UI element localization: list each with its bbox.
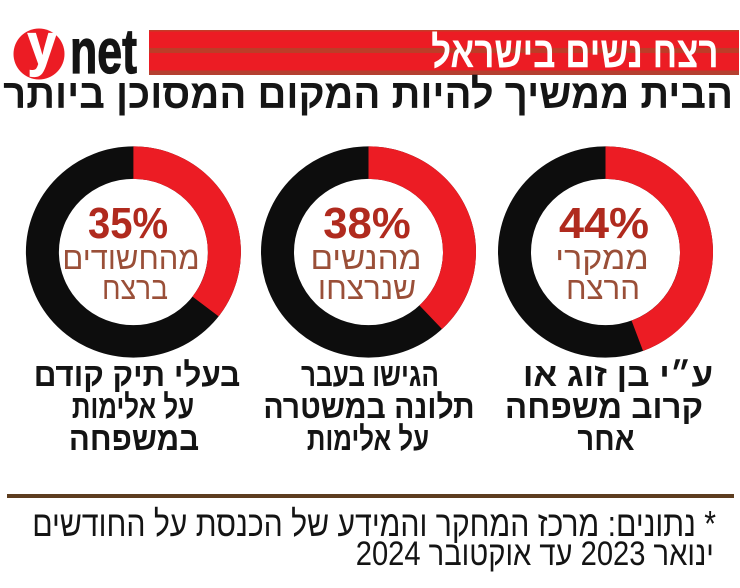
svg-text:net: net [71, 17, 138, 87]
svg-text:y: y [28, 12, 57, 77]
